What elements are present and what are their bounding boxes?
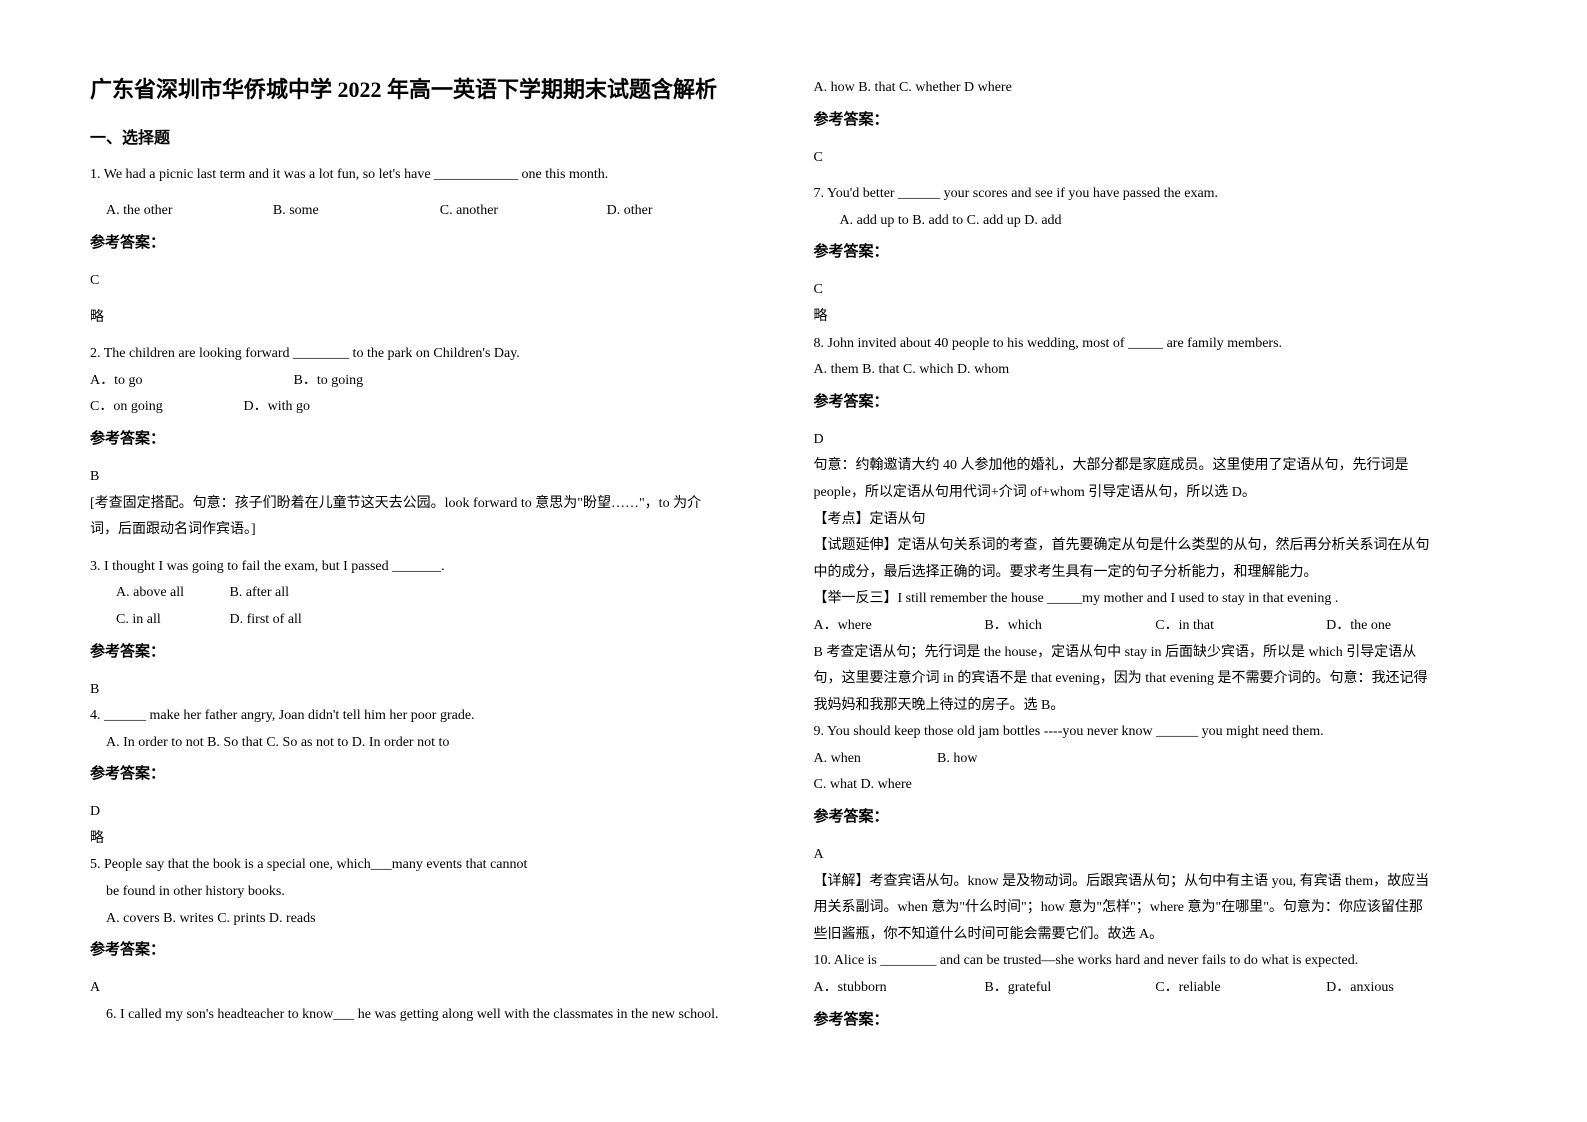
document-title: 广东省深圳市华侨城中学 2022 年高一英语下学期期末试题含解析 [90,75,774,106]
option-b: B. how [937,751,977,766]
left-column: 广东省深圳市华侨城中学 2022 年高一英语下学期期末试题含解析 一、选择题 1… [90,75,774,1047]
answer-label: 参考答案： [814,108,1498,129]
answer-value: C [814,145,1498,172]
answer-value: B [90,677,774,704]
answer-label: 参考答案： [90,762,774,783]
question-options: A. above all B. after all [90,580,774,607]
explanation-text: 些旧酱瓶，你不知道什么时间可能会需要它们。故选 A。 [814,922,1498,949]
answer-label: 参考答案： [814,1008,1498,1029]
explanation-text: [考查固定搭配。句意：孩子们盼着在儿童节这天去公园。look forward t… [90,491,774,518]
option-b: B. after all [230,585,289,600]
explanation-text: 略 [90,826,774,853]
explanation-text: people，所以定语从句用代词+介词 of+whom 引导定语从句，所以选 D… [814,480,1498,507]
answer-label: 参考答案： [90,231,774,252]
explanation-text: 略 [90,305,774,332]
answer-value: C [90,268,774,295]
question-options: C. what D. where [814,772,1498,799]
option-a: A. the other [106,198,273,225]
option-d: D．the one [1326,613,1497,640]
question-text: 2. The children are looking forward ____… [90,341,774,368]
question-text: 4. ______ make her father angry, Joan di… [90,703,774,730]
explanation-text: 【详解】考查宾语从句。know 是及物动词。后跟宾语从句；从句中有主语 you,… [814,869,1498,896]
section-heading: 一、选择题 [90,124,774,148]
option-c: C．on going [90,394,240,421]
option-b: B．which [984,613,1155,640]
question-options: A．to go B．to going [90,368,774,395]
answer-label: 参考答案： [814,390,1498,411]
explanation-text: 【考点】定语从句 [814,507,1498,534]
question-text: 8. John invited about 40 people to his w… [814,331,1498,358]
question-options: C. in all D. first of all [90,607,774,634]
question-text: 3. I thought I was going to fail the exa… [90,554,774,581]
question-options: A. In order to not B. So that C. So as n… [90,730,774,757]
option-c: C. another [440,198,607,225]
explanation-text: B 考查定语从句；先行词是 the house，定语从句中 stay in 后面… [814,640,1498,667]
option-d: D. other [607,198,774,225]
question-options: A. add up to B. add to C. add up D. add [814,208,1498,235]
explanation-text: 用关系副词。when 意为"什么时间"；how 意为"怎样"；where 意为"… [814,895,1498,922]
answer-value: D [814,427,1498,454]
explanation-text: 中的成分，最后选择正确的词。要求考生具有一定的句子分析能力，和理解能力。 [814,560,1498,587]
answer-label: 参考答案： [90,938,774,959]
option-d: D．with go [244,399,311,414]
explanation-text: 【举一反三】I still remember the house _____my… [814,586,1498,613]
option-d: D. first of all [230,612,302,627]
question-text: 9. You should keep those old jam bottles… [814,719,1498,746]
question-options: A．stubborn B．grateful C．reliable D．anxio… [814,975,1498,1002]
question-options: A. when B. how [814,746,1498,773]
option-d: D．anxious [1326,975,1497,1002]
example-options: A．where B．which C．in that D．the one [814,613,1498,640]
question-options: C．on going D．with go [90,394,774,421]
explanation-text: 【试题延伸】定语从句关系词的考查，首先要确定从句是什么类型的从句，然后再分析关系… [814,533,1498,560]
answer-value: A [814,842,1498,869]
answer-label: 参考答案： [90,427,774,448]
option-c: C．reliable [1155,975,1326,1002]
option-a: A．where [814,613,985,640]
option-b: B．to going [294,373,364,388]
question-text: be found in other history books. [90,879,774,906]
option-a: A．to go [90,368,290,395]
answer-label: 参考答案： [90,640,774,661]
option-b: B．grateful [984,975,1155,1002]
question-text: 5. People say that the book is a special… [90,852,774,879]
explanation-text: 句，这里要注意介词 in 的宾语不是 that evening，因为 that … [814,666,1498,693]
option-b: B. some [273,198,440,225]
question-options: A. covers B. writes C. prints D. reads [90,906,774,933]
question-text: 6. I called my son's headteacher to know… [90,1002,774,1029]
question-options: A. them B. that C. which D. whom [814,357,1498,384]
question-options: A. how B. that C. whether D where [814,75,1498,102]
explanation-text: 词，后面跟动名词作宾语。] [90,517,774,544]
answer-label: 参考答案： [814,240,1498,261]
right-column: A. how B. that C. whether D where 参考答案： … [814,75,1498,1047]
explanation-text: 我妈妈和我那天晚上待过的房子。选 B。 [814,693,1498,720]
explanation-text: 略 [814,304,1498,331]
answer-value: B [90,464,774,491]
explanation-text: 句意：约翰邀请大约 40 人参加他的婚礼，大部分都是家庭成员。这里使用了定语从句… [814,453,1498,480]
question-text: 7. You'd better ______ your scores and s… [814,181,1498,208]
answer-label: 参考答案： [814,805,1498,826]
question-text: 1. We had a picnic last term and it was … [90,162,774,189]
answer-value: C [814,277,1498,304]
option-c: C. in all [116,607,226,634]
answer-value: D [90,799,774,826]
question-options: A. the other B. some C. another D. other [90,198,774,225]
option-c: C．in that [1155,613,1326,640]
option-a: A. when [814,746,934,773]
question-text: 10. Alice is ________ and can be trusted… [814,948,1498,975]
option-a: A．stubborn [814,975,985,1002]
option-a: A. above all [116,580,226,607]
answer-value: A [90,975,774,1002]
